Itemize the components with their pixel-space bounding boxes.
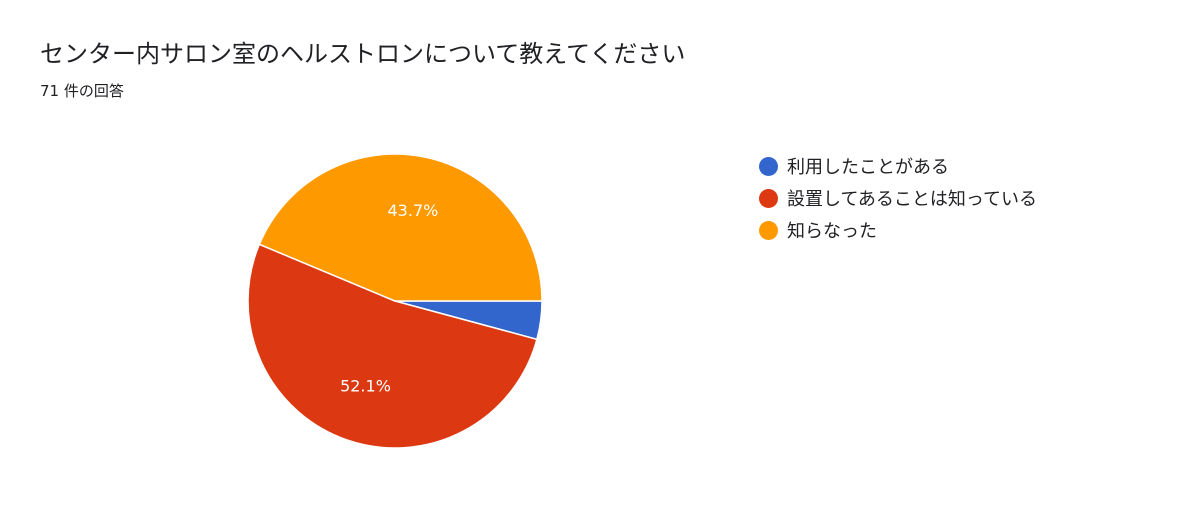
pie-slice-2[interactable] (247, 243, 538, 449)
legend-item-3[interactable]: 知らなった (759, 214, 1037, 246)
slice-label-3: 43.7% (388, 201, 439, 220)
legend-label: 利用したことがある (787, 157, 949, 178)
legend-swatch (759, 188, 778, 208)
slice-label-2: 52.1% (340, 377, 391, 396)
response-count: 71 件の回答 (40, 82, 124, 100)
legend-item-1[interactable]: 利用したことがある (759, 150, 1037, 182)
legend-swatch (759, 220, 778, 240)
legend-item-2[interactable]: 設置してあることは知っている (759, 182, 1037, 214)
legend-swatch (759, 156, 778, 176)
chart-legend: 利用したことがある設置してあることは知っている 知らなった (759, 150, 1037, 246)
chart-title: センター内サロン室のヘルストロンについて教えてください (40, 40, 686, 68)
pie-slice-3[interactable] (258, 153, 543, 302)
legend-label: 設置してあることは知っている (787, 189, 1038, 210)
legend-label: 知らなった (787, 221, 877, 242)
